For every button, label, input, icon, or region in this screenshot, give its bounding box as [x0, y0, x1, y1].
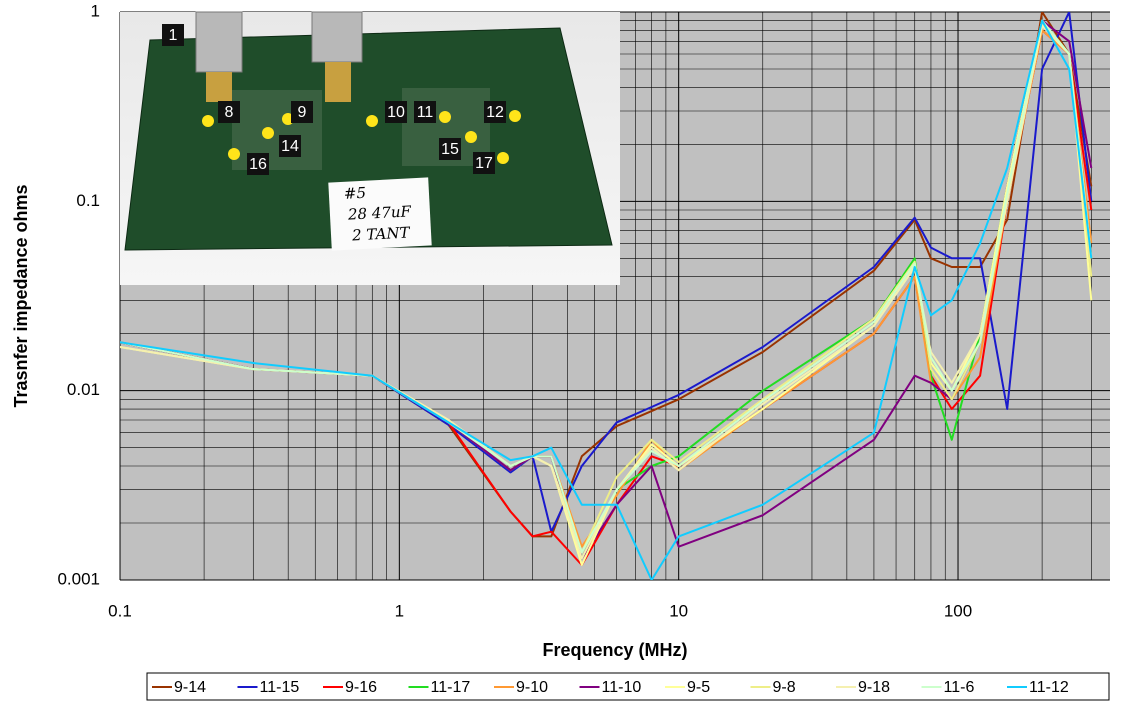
- point-label: 11: [417, 104, 434, 121]
- point-label: 12: [486, 104, 504, 121]
- handwritten-note: #5: [343, 184, 366, 203]
- test-point: [465, 131, 477, 143]
- y-tick-label: 0.1: [76, 191, 100, 210]
- point-label: 14: [281, 138, 299, 155]
- point-label: 8: [225, 104, 234, 121]
- handwritten-note: 28 47uF: [347, 202, 412, 223]
- legend-label: 11-12: [1029, 679, 1069, 696]
- connector: [312, 12, 362, 62]
- y-axis-title: Trasnfer impedance ohms: [11, 184, 31, 407]
- point-label: 17: [475, 155, 493, 172]
- connector: [196, 12, 242, 72]
- test-point: [366, 115, 378, 127]
- point-label: 16: [249, 156, 267, 173]
- y-tick-label: 1: [91, 1, 100, 20]
- legend-label: 9-16: [345, 679, 377, 696]
- y-tick-label: 0.01: [67, 380, 100, 399]
- handwritten-note: 2 TANT: [351, 223, 411, 244]
- test-point: [262, 127, 274, 139]
- point-label: 15: [441, 141, 459, 158]
- x-tick-label: 100: [944, 601, 972, 620]
- test-point: [439, 111, 451, 123]
- test-point: [497, 152, 509, 164]
- x-tick-label: 0.1: [108, 601, 132, 620]
- legend-label: 11-6: [944, 679, 975, 696]
- legend-label: 11-15: [260, 679, 300, 696]
- legend-label: 9-8: [773, 679, 796, 696]
- y-tick-label: 0.001: [57, 569, 100, 588]
- x-tick-label: 1: [395, 601, 404, 620]
- point-label: 1: [169, 27, 178, 44]
- test-point: [228, 148, 240, 160]
- chart: Frequency (MHz) Trasnfer impedance ohms …: [0, 0, 1129, 702]
- x-axis-title: Frequency (MHz): [542, 640, 687, 660]
- legend-label: 9-5: [687, 679, 710, 696]
- test-point: [509, 110, 521, 122]
- connector-base: [206, 72, 232, 102]
- connector-base: [325, 62, 351, 102]
- legend-label: 9-10: [516, 679, 548, 696]
- point-label: 10: [387, 104, 405, 121]
- point-label: 9: [298, 104, 307, 121]
- legend-label: 9-14: [174, 679, 206, 696]
- legend-label: 9-18: [858, 679, 890, 696]
- legend-label: 11-17: [431, 679, 471, 696]
- legend-label: 11-10: [602, 679, 642, 696]
- test-point: [202, 115, 214, 127]
- x-tick-label: 10: [669, 601, 688, 620]
